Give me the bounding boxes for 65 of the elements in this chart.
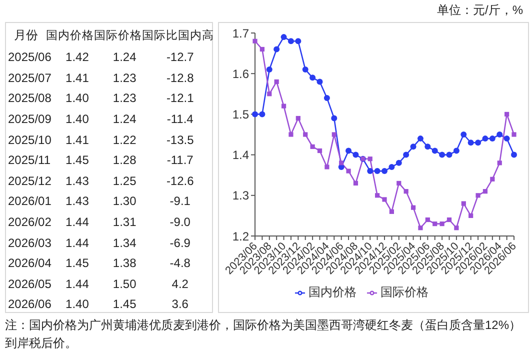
category-label: 2026/05 xyxy=(8,276,52,291)
text: -12.6 xyxy=(166,174,194,188)
chart-subtitle: 单位：元/斤，% xyxy=(436,2,523,19)
text: 1.44 xyxy=(66,215,89,230)
text: 1.42 xyxy=(66,50,89,64)
text: 1.25 xyxy=(112,174,136,188)
text: -12.7 xyxy=(166,50,194,64)
category-label: 国际比国内高 xyxy=(142,28,214,42)
text: 1.23 xyxy=(112,70,136,85)
text: -4.8 xyxy=(170,256,190,270)
category-label: 国内价格 xyxy=(46,28,94,42)
text: -9.1 xyxy=(170,194,190,208)
text: 1.40 xyxy=(66,297,89,312)
text: 3.6 xyxy=(172,297,188,312)
category-label: 2025/09 xyxy=(8,112,52,126)
text: -13.5 xyxy=(166,132,194,147)
legend-label: 国内价格 xyxy=(308,285,356,299)
text: 1.43 xyxy=(66,174,89,188)
text: -12.1 xyxy=(166,91,194,106)
text: 1.28 xyxy=(112,153,136,168)
text: 1.41 xyxy=(66,70,89,85)
category-label: 2026/02 xyxy=(8,215,52,230)
text: 1.45 xyxy=(66,256,89,270)
text: 1.34 xyxy=(112,236,136,250)
text: 1.38 xyxy=(112,256,136,270)
category-label: 2025/06 xyxy=(8,50,52,64)
y-tick-label: 1.5 xyxy=(232,107,250,122)
text: 1.41 xyxy=(66,132,89,147)
text: 1.23 xyxy=(112,91,136,106)
legend-label: 国际价格 xyxy=(380,285,428,299)
text: -12.8 xyxy=(166,70,194,85)
text: 1.44 xyxy=(66,276,89,291)
y-tick-label: 1.2 xyxy=(232,229,250,244)
text: 1.40 xyxy=(66,112,89,126)
category-label: 2026/06 xyxy=(8,297,52,312)
text: 1.24 xyxy=(112,112,136,126)
category-label: 2026/01 xyxy=(8,194,52,208)
category-label: 2026/03 xyxy=(8,236,52,250)
text: -11.4 xyxy=(166,112,194,126)
text: 1.30 xyxy=(112,194,136,208)
text: 1.43 xyxy=(66,194,89,208)
category-label: 2025/10 xyxy=(8,132,52,147)
category-label: 国际价格 xyxy=(94,28,142,42)
text: -9.0 xyxy=(170,215,190,230)
y-tick-label: 1.4 xyxy=(232,148,250,162)
category-label: 2025/11 xyxy=(8,153,50,168)
text: 1.31 xyxy=(112,215,136,230)
text: 1.22 xyxy=(112,132,136,147)
text: 1.40 xyxy=(66,91,89,106)
text: 月份 xyxy=(13,26,39,44)
text: 1.44 xyxy=(66,236,89,250)
text: -11.7 xyxy=(166,153,194,168)
text: 1.24 xyxy=(112,50,136,64)
y-tick-label: 1.7 xyxy=(232,26,250,40)
text: -6.9 xyxy=(170,236,190,250)
text: 1.45 xyxy=(112,297,136,312)
text: 1.45 xyxy=(66,153,89,168)
y-tick-label: 1.6 xyxy=(232,66,250,81)
category-label: 2025/08 xyxy=(8,91,52,106)
text: 1.50 xyxy=(112,276,136,291)
text: 注：国内价格为广州黄埔港优质麦到港价，国际价格为美国墨西哥湾硬红冬麦（蛋白质含量12%）到岸税后价。 xyxy=(5,317,522,352)
category-label: 2025/07 xyxy=(8,70,52,85)
category-label: 2025/12 xyxy=(8,174,52,188)
text: 4.2 xyxy=(172,276,188,291)
y-tick-label: 1.3 xyxy=(232,188,250,203)
